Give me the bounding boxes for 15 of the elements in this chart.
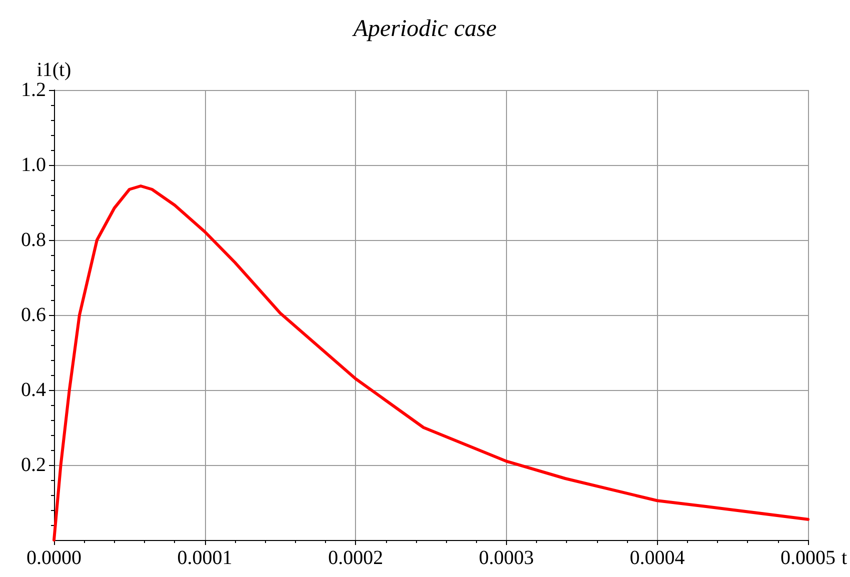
x-tick-label: 0.0003 [478, 547, 534, 569]
y-tick-label: 1.2 [21, 79, 46, 101]
x-tick-label: 0.0005 [780, 547, 836, 569]
x-tick-label: 0.0002 [328, 547, 384, 569]
chart-title: Aperiodic case [351, 16, 497, 42]
y-tick-label: 0.2 [21, 454, 46, 476]
y-axis-title: i1(t) [36, 59, 72, 82]
x-tick-label: 0.0001 [177, 547, 232, 569]
x-axis-title: t [841, 547, 848, 569]
y-tick-label: 0.4 [21, 379, 46, 401]
y-tick-label: 0.8 [21, 229, 46, 251]
y-tick-label: 1.0 [21, 154, 46, 176]
x-tick-label: 0.0004 [630, 547, 685, 569]
x-tick-label: 0.0000 [26, 547, 82, 569]
y-tick-label: 0.6 [21, 304, 46, 326]
